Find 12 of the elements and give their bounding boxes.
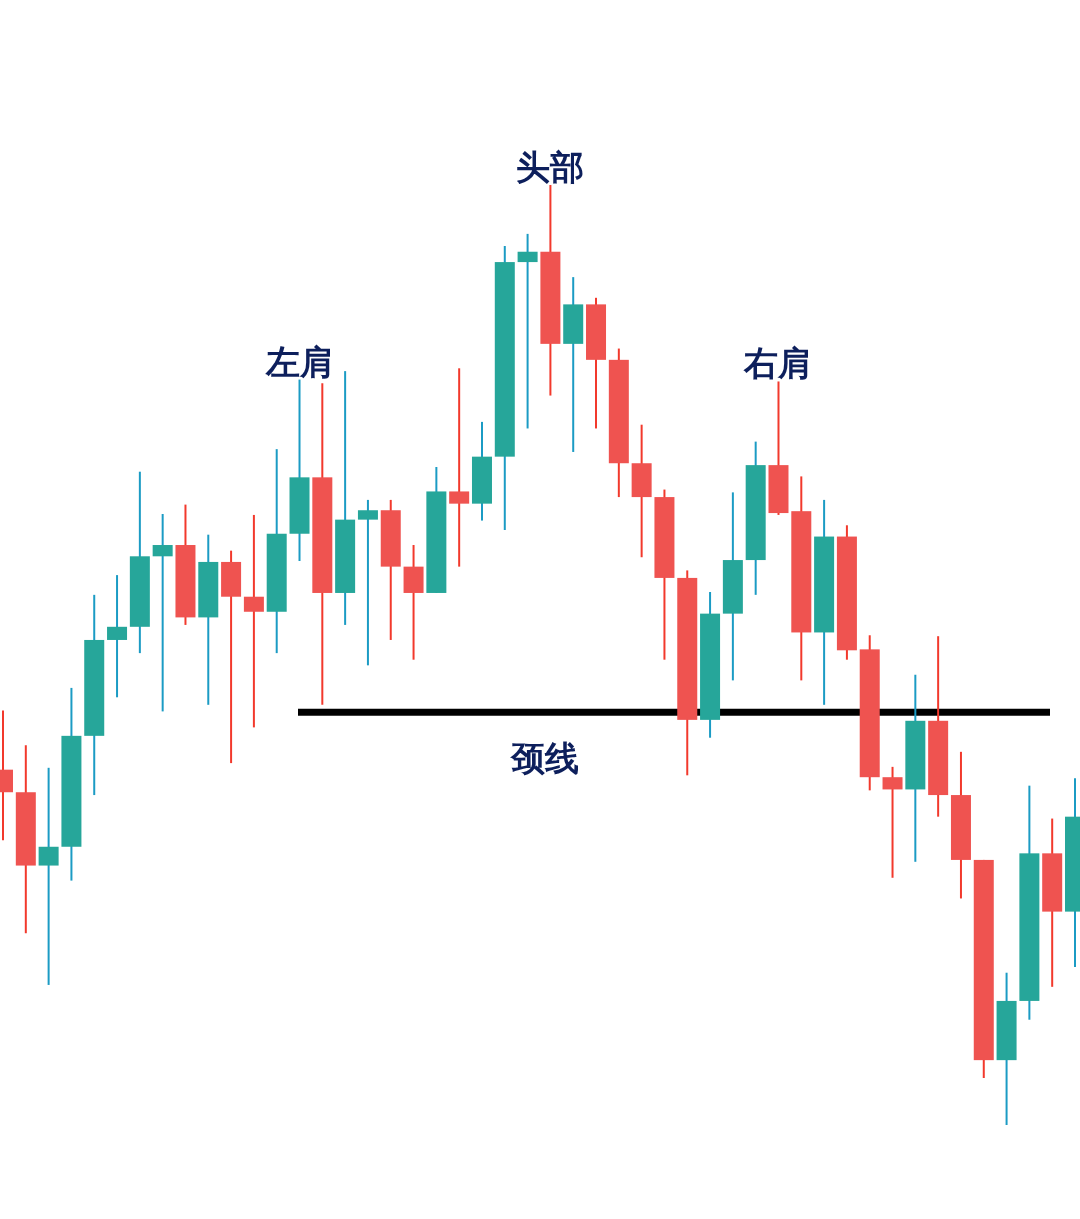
annotation: 左肩 <box>264 341 334 382</box>
candlestick <box>38 766 59 986</box>
annotation: 右肩 <box>743 343 813 384</box>
candlestick <box>152 513 173 713</box>
candlestick <box>107 574 128 699</box>
candlestick <box>882 765 903 879</box>
candlestick <box>517 232 538 430</box>
annotation: 头部 <box>516 147 585 187</box>
candlestick <box>449 367 470 568</box>
candlestick <box>243 513 264 729</box>
candlestick <box>357 498 378 667</box>
ref-line-label: 颈线 <box>509 738 579 779</box>
